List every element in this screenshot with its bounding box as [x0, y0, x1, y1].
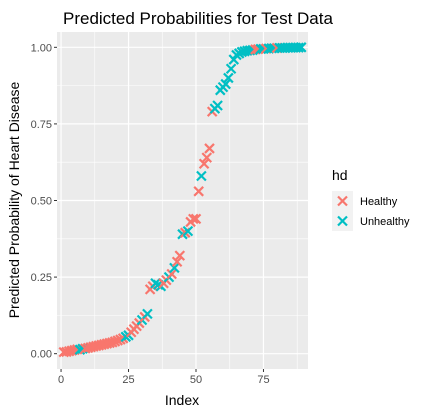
chart-title: Predicted Probabilities for Test Data: [63, 9, 333, 28]
data-point-unhealthy: [212, 100, 223, 111]
data-point-healthy: [193, 186, 204, 197]
legend-marker-unhealthy: [337, 215, 348, 227]
major-gridlines: [57, 32, 308, 369]
legend-label-unhealthy: Unhealthy: [360, 216, 410, 228]
data-point-unhealthy: [223, 72, 234, 84]
data-point-healthy: [204, 143, 215, 154]
y-tick-label: 0.50: [31, 196, 52, 208]
legend: hd Healthy Unhealthy: [332, 167, 410, 231]
legend-x-unhealthy: [337, 215, 348, 227]
data-points: [58, 42, 307, 358]
data-point-healthy: [171, 256, 183, 268]
y-tick-label: 0.25: [31, 272, 52, 284]
x-axis-title: Index: [165, 392, 199, 408]
legend-marker-healthy: [337, 195, 348, 207]
data-point-unhealthy: [169, 262, 180, 274]
data-point-unhealthy: [182, 225, 194, 237]
data-point-healthy: [174, 250, 186, 261]
data-point-healthy: [190, 213, 202, 225]
x-tick-label: 75: [257, 374, 269, 386]
data-point-unhealthy: [295, 42, 307, 53]
data-point-unhealthy: [142, 308, 153, 320]
data-point-healthy: [166, 268, 177, 280]
y-axis-title: Predicted Probability of Heart Disease: [6, 82, 22, 319]
data-point-healthy: [188, 213, 199, 225]
legend-x-healthy: [337, 195, 348, 207]
y-axis-ticks: 0.00 0.25 0.50 0.75 1.00: [31, 42, 57, 361]
legend-label-healthy: Healthy: [360, 196, 398, 208]
x-tick-label: 0: [58, 374, 64, 386]
x-tick-label: 25: [122, 374, 134, 386]
legend-title: hd: [332, 167, 348, 183]
y-tick-label: 0.00: [31, 349, 52, 361]
data-point-unhealthy: [225, 63, 237, 75]
x-tick-label: 50: [190, 374, 202, 386]
y-tick-label: 1.00: [31, 42, 52, 54]
x-axis-ticks: 0 25 50 75: [58, 369, 270, 386]
data-point-unhealthy: [293, 42, 304, 53]
data-point-healthy: [198, 158, 210, 170]
data-point-unhealthy: [196, 170, 207, 182]
y-tick-label: 0.75: [31, 119, 52, 131]
data-point-unhealthy: [220, 78, 231, 90]
data-point-healthy: [201, 152, 213, 163]
